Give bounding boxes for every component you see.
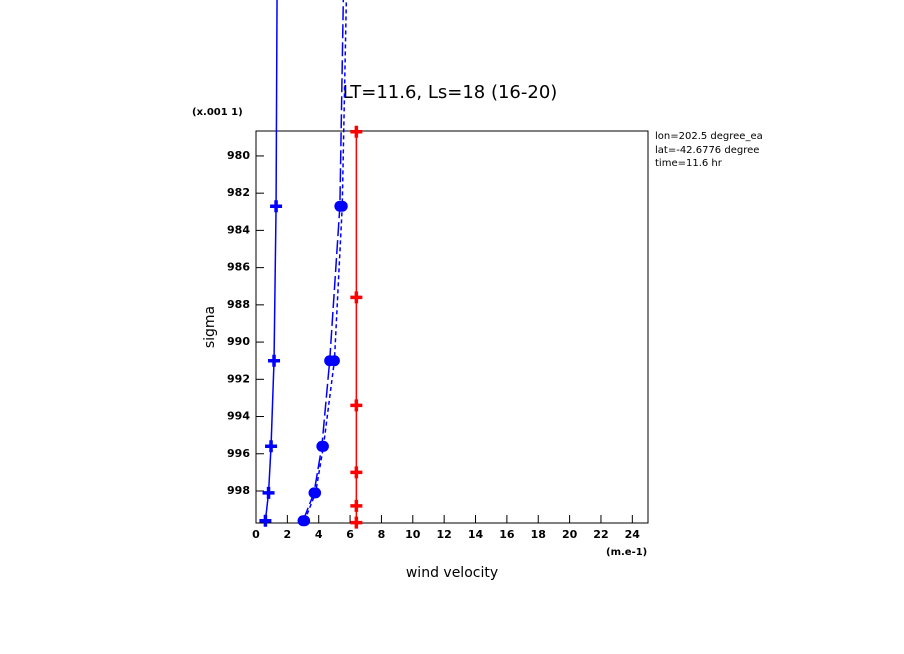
annotation: lon=202.5 degree_ea bbox=[655, 131, 763, 142]
y-axis-label: sigma bbox=[202, 306, 218, 348]
y-tick-label: 986 bbox=[227, 261, 250, 274]
point bbox=[350, 499, 363, 512]
x-tick-label: 12 bbox=[437, 528, 452, 541]
point bbox=[336, 200, 348, 212]
y-tick-label: 988 bbox=[227, 298, 250, 311]
y-tick-label: 994 bbox=[227, 410, 250, 423]
x-unit: (m.e-1) bbox=[606, 547, 647, 558]
point bbox=[328, 355, 340, 367]
point bbox=[350, 516, 363, 529]
annotation: time=11.6 hr bbox=[655, 158, 723, 169]
point bbox=[350, 125, 363, 138]
annotation: lat=-42.6776 degree bbox=[655, 145, 759, 156]
point bbox=[259, 514, 272, 527]
point bbox=[350, 399, 363, 412]
y-tick-label: 980 bbox=[227, 149, 250, 162]
point bbox=[270, 200, 283, 213]
x-tick-label: 14 bbox=[468, 528, 484, 541]
y-tick-label: 998 bbox=[227, 484, 250, 497]
x-tick-label: 4 bbox=[315, 528, 323, 541]
x-tick-label: 22 bbox=[593, 528, 608, 541]
y-tick-label: 984 bbox=[227, 223, 250, 236]
y-tick-label: 996 bbox=[227, 447, 250, 460]
x-tick-label: 16 bbox=[499, 528, 515, 541]
x-tick-label: 18 bbox=[531, 528, 546, 541]
x-tick-label: 0 bbox=[252, 528, 260, 541]
y-tick-label: 992 bbox=[227, 372, 250, 385]
chart-title: LT=11.6, Ls=18 (16-20) bbox=[343, 82, 558, 103]
x-tick-label: 8 bbox=[378, 528, 386, 541]
y-tick-label: 982 bbox=[227, 186, 250, 199]
point bbox=[350, 466, 363, 479]
point bbox=[299, 515, 311, 527]
y-tick-label: 990 bbox=[227, 335, 250, 348]
point bbox=[265, 440, 278, 453]
profile-line bbox=[303, 0, 348, 522]
point bbox=[317, 440, 329, 452]
y-unit: (x.001 1) bbox=[192, 107, 243, 118]
x-tick-label: 6 bbox=[346, 528, 354, 541]
x-tick-label: 2 bbox=[284, 528, 292, 541]
x-tick-label: 20 bbox=[562, 528, 578, 541]
point bbox=[262, 486, 275, 499]
x-tick-label: 10 bbox=[405, 528, 421, 541]
point bbox=[310, 487, 322, 499]
x-tick-label: 24 bbox=[625, 528, 641, 541]
x-axis-label: wind velocity bbox=[406, 565, 498, 581]
plot-frame bbox=[255, 130, 649, 524]
point bbox=[268, 354, 281, 367]
point bbox=[350, 291, 363, 304]
